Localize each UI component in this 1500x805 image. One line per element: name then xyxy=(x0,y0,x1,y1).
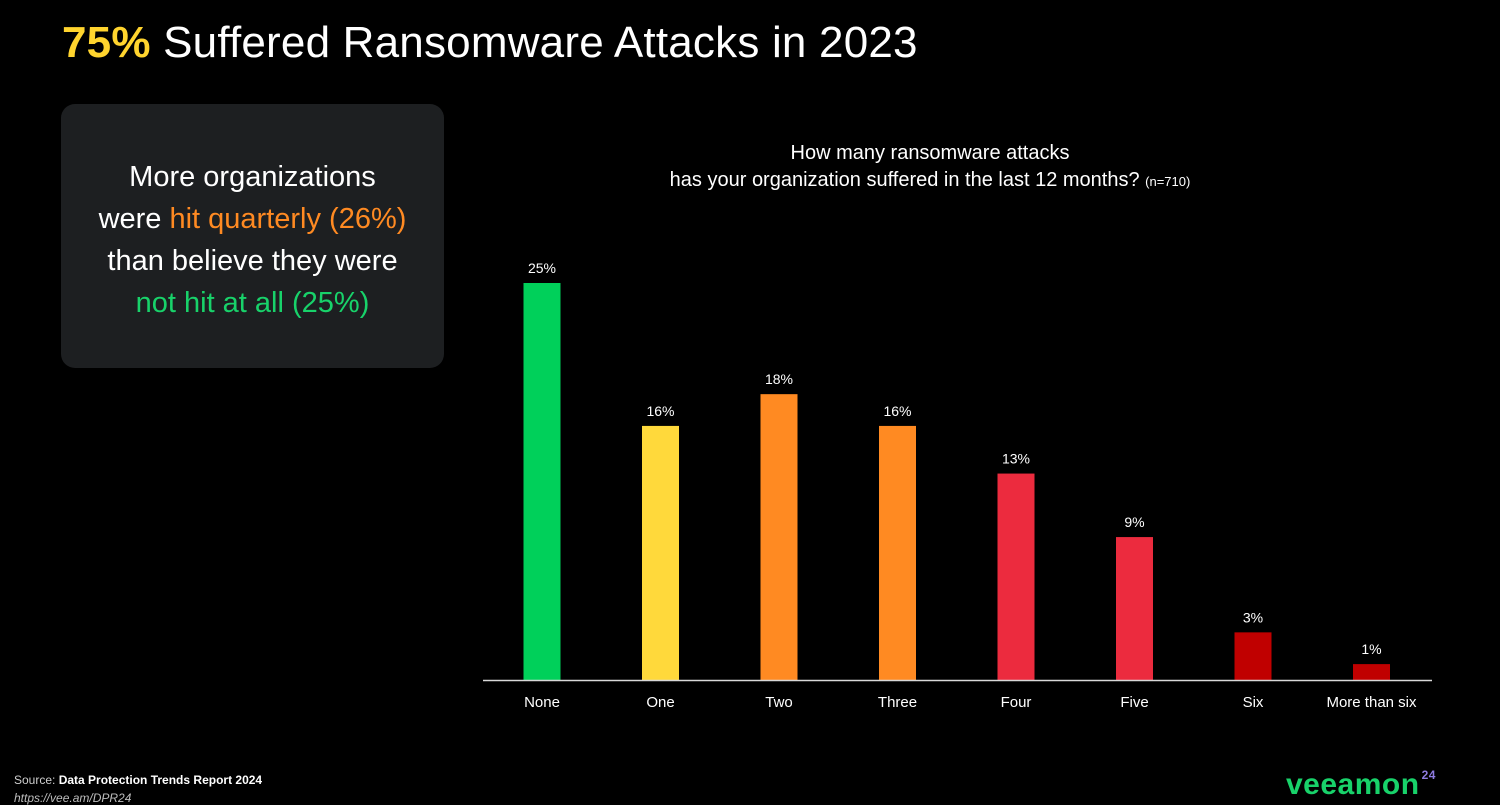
data-label: 9% xyxy=(1124,514,1144,530)
chart-title-question: has your organization suffered in the la… xyxy=(669,169,1146,191)
veeamon-logo: veeamon 24 xyxy=(1286,768,1436,802)
logo-text: veeamon xyxy=(1286,768,1420,801)
x-tick-label: One xyxy=(646,694,674,711)
x-tick-label: Four xyxy=(1001,694,1032,711)
title-highlight: 75% xyxy=(62,18,151,67)
callout-box: More organizations were hit quarterly (2… xyxy=(61,104,444,368)
bar-more-than-six xyxy=(1353,664,1390,680)
x-tick-label: None xyxy=(524,694,560,711)
source-label: Source: xyxy=(14,773,59,787)
source-note: Source: Data Protection Trends Report 20… xyxy=(14,773,262,787)
callout-text: More organizations were hit quarterly (2… xyxy=(61,156,444,324)
callout-line-2: were hit quarterly (26%) xyxy=(61,198,444,240)
callout-line-3: than believe they were xyxy=(107,245,398,277)
chart-title-line-2: has your organization suffered in the la… xyxy=(600,167,1260,195)
bar-one xyxy=(642,425,679,680)
data-label: 1% xyxy=(1361,641,1381,657)
bar-three xyxy=(879,425,916,680)
x-tick-label: Two xyxy=(765,694,793,711)
callout-line-1: More organizations xyxy=(129,161,376,193)
bar-five xyxy=(1116,537,1153,680)
chart-title: How many ransomware attacks has your org… xyxy=(600,140,1260,195)
source-url: https://vee.am/DPR24 xyxy=(14,791,132,805)
x-tick-label: Six xyxy=(1243,694,1264,711)
data-label: 16% xyxy=(883,403,911,419)
callout-not-hit-highlight: not hit at all (25%) xyxy=(135,287,370,319)
slide-title: 75% Suffered Ransomware Attacks in 2023 xyxy=(62,18,918,68)
title-rest: Suffered Ransomware Attacks in 2023 xyxy=(150,18,918,67)
bar-four xyxy=(997,473,1035,680)
x-tick-label: More than six xyxy=(1326,694,1417,711)
chart-title-line-1: How many ransomware attacks xyxy=(790,142,1070,164)
data-label: 3% xyxy=(1243,609,1263,625)
data-label: 16% xyxy=(646,403,674,419)
source-name: Data Protection Trends Report 2024 xyxy=(58,773,263,787)
logo-year: 24 xyxy=(1421,768,1436,782)
sample-size-note: (n=710) xyxy=(1145,174,1191,189)
data-label: 13% xyxy=(1002,451,1030,467)
x-tick-label: Three xyxy=(878,694,917,711)
data-label: 25% xyxy=(528,260,556,276)
callout-quarterly-highlight: hit quarterly (26%) xyxy=(169,203,407,235)
x-tick-label: Five xyxy=(1120,694,1148,711)
callout-line-2-prefix: were xyxy=(98,203,170,235)
data-label: 18% xyxy=(765,371,793,387)
bar-none xyxy=(523,283,561,680)
bar-six xyxy=(1234,632,1272,680)
bar-two xyxy=(760,394,798,680)
